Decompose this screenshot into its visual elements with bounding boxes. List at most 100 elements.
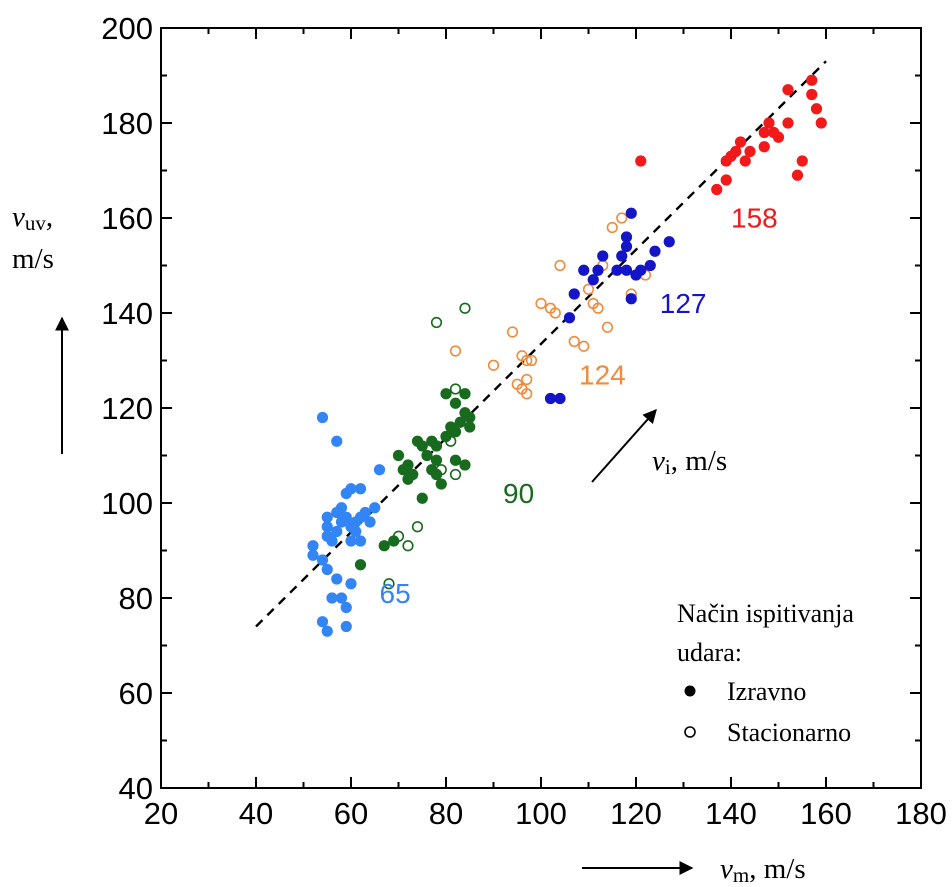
point-filled — [378, 540, 390, 552]
axis-ticks — [160, 27, 922, 789]
legend-title-line1: Način ispitivanja — [677, 599, 854, 628]
point-open — [521, 388, 533, 400]
legend-item-open: Stacionarno — [727, 718, 851, 747]
point-filled — [402, 459, 414, 471]
point-open — [383, 578, 395, 590]
point-filled — [354, 483, 367, 495]
point-filled — [592, 264, 604, 276]
point-filled — [316, 411, 329, 424]
point-open — [535, 297, 547, 310]
point-filled — [430, 440, 443, 452]
point-filled — [620, 240, 633, 253]
point-filled — [321, 511, 333, 523]
point-open — [402, 540, 414, 552]
y-tick-label: 60 — [119, 676, 153, 711]
point-filled — [388, 535, 400, 547]
point-open — [521, 354, 533, 367]
point-filled — [416, 440, 428, 452]
point-filled — [578, 264, 590, 276]
point-filled — [345, 535, 357, 547]
plot-frame — [160, 27, 922, 789]
group-label-65: 65 — [380, 578, 411, 609]
point-open — [606, 221, 618, 234]
x-tick-labels: 20 40 60 80 100 120 140 160 180 — [144, 796, 947, 831]
point-filled — [373, 464, 386, 476]
point-filled — [435, 478, 447, 490]
point-open — [430, 468, 443, 481]
point-filled — [791, 169, 804, 181]
point-open — [445, 435, 457, 447]
point-open — [430, 316, 443, 329]
y-tick-label: 200 — [101, 11, 153, 46]
point-filled — [340, 511, 352, 523]
point-filled — [734, 136, 747, 148]
point-open — [525, 354, 538, 367]
legend-item-filled: Izravno — [727, 677, 806, 706]
point-open — [506, 326, 519, 338]
point-open — [459, 302, 471, 314]
point-filled — [364, 516, 376, 528]
y-tick-label: 160 — [101, 201, 153, 236]
x-tick-label: 180 — [895, 796, 947, 831]
point-open — [487, 359, 500, 371]
point-filled — [316, 554, 329, 566]
y-tick-label: 120 — [101, 391, 153, 426]
point-filled — [544, 392, 557, 405]
point-filled — [326, 592, 338, 604]
point-filled — [340, 620, 352, 633]
point-filled — [810, 103, 823, 115]
data-points — [307, 74, 827, 637]
y-tick-label: 40 — [119, 771, 153, 806]
point-open — [554, 259, 566, 272]
point-filled — [459, 388, 471, 400]
x-tick-label: 60 — [334, 796, 368, 831]
point-filled — [563, 312, 576, 324]
point-open — [601, 321, 614, 333]
point-filled — [625, 293, 637, 305]
point-filled — [359, 506, 371, 519]
point-filled — [635, 155, 647, 167]
point-filled — [796, 155, 808, 167]
point-filled — [758, 126, 770, 139]
point-filled — [763, 117, 775, 129]
x-tick-label: 100 — [515, 796, 567, 831]
point-filled — [440, 430, 452, 443]
point-filled — [421, 449, 433, 462]
point-filled — [744, 145, 756, 158]
legend-open-marker — [684, 726, 696, 738]
point-filled — [568, 288, 580, 300]
legend-title-line2: udara: — [677, 638, 742, 667]
x-tick-label: 80 — [429, 796, 463, 831]
point-filled — [354, 535, 367, 547]
legend-filled-marker — [684, 685, 696, 697]
point-filled — [321, 521, 333, 533]
legend: Način ispitivanja udara: Izravno Stacion… — [677, 599, 854, 747]
point-open — [449, 345, 462, 357]
point-filled — [307, 549, 319, 561]
x-tick-label: 120 — [610, 796, 662, 831]
point-filled — [416, 492, 428, 504]
point-filled — [730, 145, 742, 158]
point-filled — [464, 411, 476, 424]
point-filled — [335, 592, 348, 604]
point-filled — [369, 502, 381, 514]
point-filled — [321, 563, 333, 576]
diagonal-arrow — [591, 408, 657, 483]
point-filled — [316, 616, 329, 628]
point-filled — [611, 264, 623, 276]
point-filled — [649, 245, 661, 257]
point-filled — [407, 468, 419, 481]
point-filled — [616, 250, 628, 262]
point-filled — [430, 454, 443, 466]
group-label-124: 124 — [579, 359, 626, 390]
group-label-127: 127 — [660, 288, 707, 319]
point-open — [592, 302, 604, 314]
point-filled — [321, 625, 333, 637]
x-tick-label: 140 — [705, 796, 757, 831]
point-filled — [782, 84, 794, 96]
point-filled — [554, 392, 566, 405]
point-filled — [340, 601, 352, 614]
point-filled — [597, 250, 609, 262]
group-label-90: 90 — [503, 478, 534, 509]
